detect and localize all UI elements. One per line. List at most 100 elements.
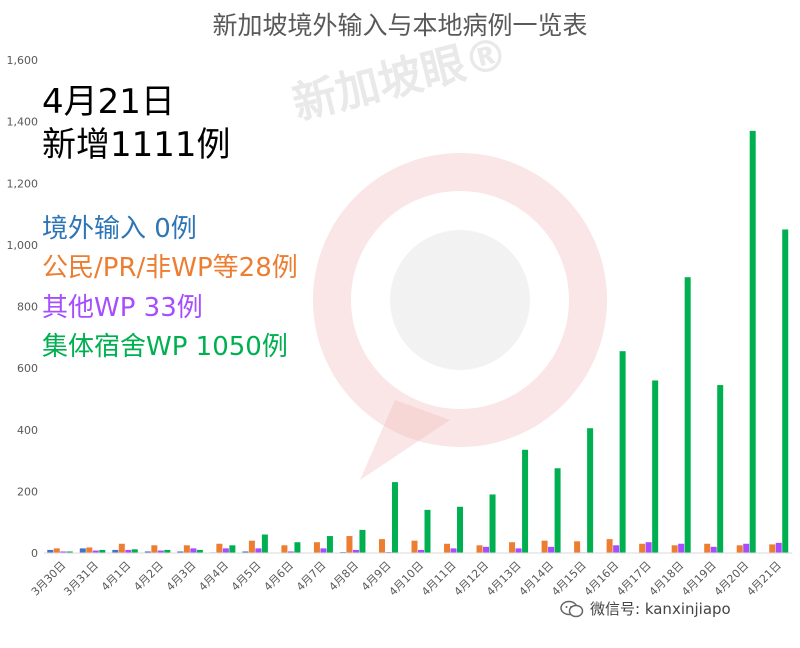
x-tick-label: 4月1日 [99, 559, 134, 594]
bar [522, 449, 529, 553]
bar [60, 551, 67, 553]
bar [704, 543, 711, 553]
bar [216, 543, 223, 553]
y-tick-label: 1,600 [7, 54, 39, 67]
bar [294, 542, 301, 553]
x-tick-label: 4月6日 [261, 559, 296, 594]
bar [346, 536, 353, 553]
wechat-id: 微信号: kanxinjiapo [590, 600, 731, 618]
bar [743, 543, 750, 553]
bar [53, 548, 60, 553]
bar [320, 548, 327, 553]
bar [587, 428, 594, 553]
x-tick-label: 4月11日 [419, 559, 459, 599]
bar [222, 548, 229, 553]
x-tick-label: 4月18日 [647, 559, 687, 599]
bars [47, 130, 789, 553]
bar [515, 548, 522, 553]
overlay-category-citizen-pr: 公民/PR/非WP等28例 [42, 253, 298, 283]
bar [574, 541, 581, 553]
x-tick-label: 4月15日 [549, 559, 589, 599]
bar [118, 543, 125, 553]
y-tick-label: 600 [17, 362, 38, 375]
bar [99, 549, 106, 553]
x-tick-label: 4月4日 [196, 559, 231, 594]
bar [678, 543, 685, 553]
y-tick-label: 1,400 [7, 116, 39, 129]
bar [775, 542, 782, 553]
x-axis: 3月30日3月31日4月1日4月2日4月3日4月4日4月5日4月6日4月7日4月… [29, 552, 792, 599]
bar [652, 380, 659, 553]
bar [444, 543, 451, 553]
bar [619, 351, 626, 553]
bar [548, 546, 555, 553]
bar [378, 539, 385, 553]
bar [313, 542, 320, 553]
bar [457, 506, 464, 553]
bar [645, 542, 652, 553]
bar [541, 540, 548, 553]
bar [359, 529, 366, 553]
bar [476, 545, 483, 553]
bar [66, 551, 73, 553]
x-tick-label: 4月7日 [294, 559, 329, 594]
bar [671, 545, 678, 553]
bar [144, 551, 151, 553]
bar [177, 551, 184, 553]
x-tick-label: 4月16日 [582, 559, 622, 599]
bar [554, 468, 561, 553]
bar [352, 549, 359, 553]
bar [190, 548, 197, 553]
x-tick-label: 3月30日 [29, 559, 69, 599]
bar [411, 540, 418, 553]
bar [125, 549, 132, 553]
overlay-category-other-wp: 其他WP 33例 [42, 293, 203, 323]
bar [639, 543, 646, 553]
bar [248, 540, 255, 553]
bar [86, 547, 93, 553]
x-tick-label: 4月5日 [229, 559, 264, 594]
watermark-logo [300, 150, 620, 490]
x-tick-label: 4月12日 [452, 559, 492, 599]
bar [391, 482, 398, 553]
bar [782, 229, 789, 553]
bar [489, 494, 496, 553]
wechat-footer: 微信号: kanxinjiapo [560, 598, 731, 619]
y-tick-label: 1,200 [7, 177, 39, 190]
y-tick-label: 200 [17, 485, 38, 498]
x-tick-label: 4月21日 [744, 559, 784, 599]
x-tick-label: 4月2日 [131, 559, 166, 594]
bar [151, 545, 158, 553]
bar [112, 549, 119, 553]
bar [79, 548, 86, 553]
x-tick-label: 4月13日 [484, 559, 524, 599]
bar [157, 550, 164, 553]
x-tick-label: 4月10日 [387, 559, 427, 599]
bar [229, 545, 236, 553]
bar [424, 509, 431, 553]
bar [287, 551, 294, 553]
y-axis: 0 200 400 600 800 1,000 1,200 1,400 1,600 [7, 54, 39, 560]
bar [684, 277, 691, 553]
bar [483, 546, 490, 553]
x-tick-label: 4月3日 [164, 559, 199, 594]
wechat-icon [560, 600, 584, 617]
bar [92, 550, 99, 553]
bar [131, 549, 138, 553]
bar [717, 385, 724, 553]
bar [281, 545, 288, 553]
x-tick-label: 4月20日 [712, 559, 752, 599]
bar [450, 548, 457, 553]
bar [736, 545, 743, 553]
overlay-category-imported: 境外输入 0例 [42, 214, 197, 244]
y-tick-label: 1,000 [7, 239, 39, 252]
bar [261, 534, 268, 553]
bar [164, 549, 171, 553]
x-tick-label: 4月14日 [517, 559, 557, 599]
overlay-total: 新增1111例 [42, 125, 231, 165]
bar [606, 539, 613, 553]
y-tick-label: 0 [31, 547, 38, 560]
overlay-date: 4月21日 [42, 82, 175, 122]
